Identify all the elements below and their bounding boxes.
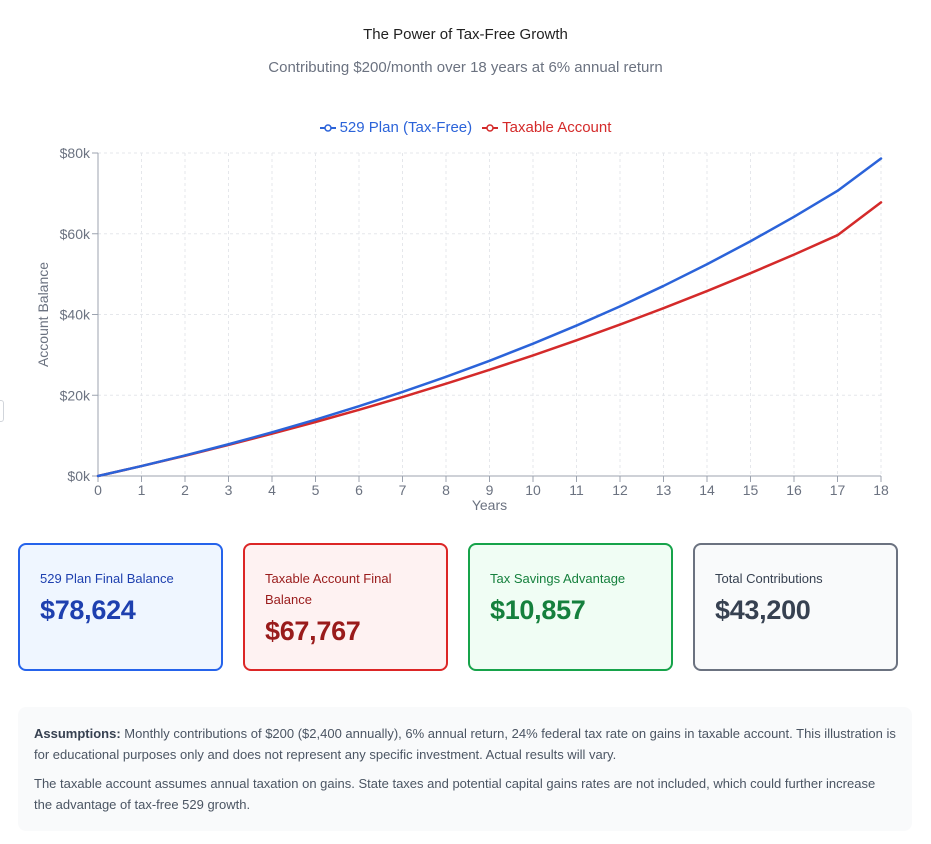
x-tick-label: 2 [181, 482, 189, 498]
y-tick-label: $20k [60, 387, 91, 403]
x-tick-label: 18 [873, 482, 889, 498]
x-tick-label: 8 [442, 482, 450, 498]
x-tick-label: 6 [355, 482, 363, 498]
x-tick-label: 17 [830, 482, 846, 498]
assumptions-label: Assumptions: [34, 726, 121, 741]
card-label: 529 Plan Final Balance [40, 571, 174, 586]
y-tick-label: $80k [60, 145, 91, 161]
x-tick-label: 11 [569, 482, 584, 498]
legend-marker-529 [319, 123, 336, 132]
series-line-529 [96, 157, 883, 478]
taxable-note: The taxable account assumes annual taxat… [34, 776, 876, 812]
scroll-handle[interactable] [0, 400, 4, 422]
card-taxable-final-balance: Taxable Account Final Balance $67,767 [243, 543, 448, 671]
x-tick-label: 10 [525, 482, 541, 498]
chart-title: The Power of Tax-Free Growth [363, 26, 568, 43]
chart-legend: 529 Plan (Tax-Free) Taxable Account [0, 119, 931, 136]
x-tick-label: 7 [399, 482, 407, 498]
x-tick-label: 3 [225, 482, 233, 498]
card-value: $43,200 [715, 595, 811, 625]
card-label: Tax Savings Advantage [490, 571, 626, 586]
x-tick-label: 5 [312, 482, 320, 498]
x-tick-label: 12 [612, 482, 628, 498]
x-tick-label: 1 [138, 482, 146, 498]
card-value: $67,767 [265, 616, 361, 646]
x-tick-label: 15 [743, 482, 759, 498]
card-529-final-balance: 529 Plan Final Balance $78,624 [18, 543, 223, 671]
card-tax-savings-advantage: Tax Savings Advantage $10,857 [468, 543, 673, 671]
y-tick-label: $0k [67, 468, 91, 484]
assumptions-text: Monthly contributions of $200 ($2,400 an… [34, 726, 896, 762]
chart-subtitle: Contributing $200/month over 18 years at… [268, 59, 663, 76]
legend-item-taxable[interactable]: Taxable Account [482, 119, 611, 136]
summary-cards: 529 Plan Final Balance $78,624 Taxable A… [18, 543, 898, 671]
legend-label-taxable: Taxable Account [502, 119, 612, 136]
legend-label-529: 529 Plan (Tax-Free) [339, 119, 473, 136]
card-label: Total Contributions [715, 571, 823, 586]
x-axis-label: Years [472, 497, 507, 513]
assumptions-panel: Assumptions: Monthly contributions of $2… [18, 707, 912, 831]
x-tick-label: 13 [656, 482, 672, 498]
card-value: $78,624 [40, 595, 136, 625]
legend-marker-taxable [482, 123, 499, 132]
y-tick-label: $60k [60, 226, 91, 242]
y-tick-label: $40k [60, 307, 91, 323]
card-total-contributions: Total Contributions $43,200 [693, 543, 898, 671]
x-tick-label: 16 [786, 482, 802, 498]
x-tick-label: 4 [268, 482, 276, 498]
assumptions-paragraph: Assumptions: Monthly contributions of $2… [34, 723, 896, 765]
card-label: Taxable Account Final Balance [265, 571, 392, 607]
legend-item-529[interactable]: 529 Plan (Tax-Free) [319, 119, 473, 136]
card-value: $10,857 [490, 595, 586, 625]
y-axis-label: Account Balance [35, 262, 51, 367]
x-tick-label: 9 [486, 482, 494, 498]
x-tick-label: 14 [699, 482, 715, 498]
x-tick-label: 0 [94, 482, 102, 498]
